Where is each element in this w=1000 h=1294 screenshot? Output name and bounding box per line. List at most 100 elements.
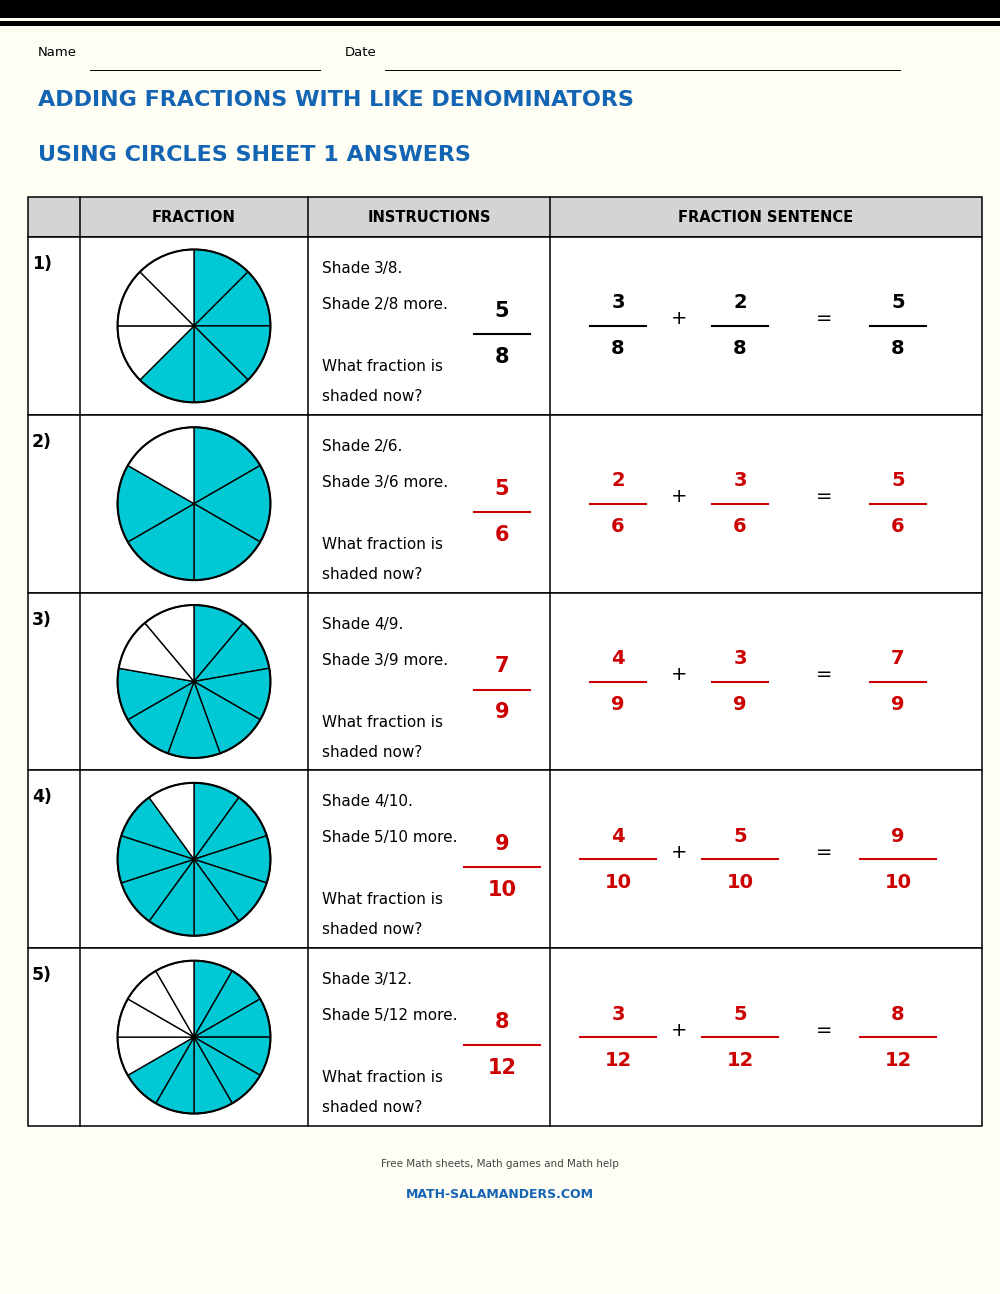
Text: USING CIRCLES SHEET 1 ANSWERS: USING CIRCLES SHEET 1 ANSWERS: [38, 145, 471, 166]
Text: 6: 6: [611, 518, 625, 536]
Wedge shape: [128, 503, 194, 580]
Text: 3/6 more.: 3/6 more.: [374, 475, 448, 490]
Text: 5): 5): [32, 967, 52, 985]
Text: shaded now?: shaded now?: [322, 567, 422, 582]
Text: +: +: [671, 1021, 687, 1039]
Bar: [0, 21, 1000, 26]
Text: What fraction is: What fraction is: [322, 358, 443, 374]
Wedge shape: [121, 797, 194, 859]
Wedge shape: [194, 272, 270, 326]
Text: =: =: [816, 665, 832, 685]
Wedge shape: [194, 970, 260, 1036]
Text: Shade: Shade: [322, 972, 375, 987]
Text: 8: 8: [891, 339, 905, 358]
Wedge shape: [118, 668, 194, 719]
Wedge shape: [194, 836, 270, 883]
Wedge shape: [156, 960, 194, 1036]
Text: 6: 6: [733, 518, 747, 536]
Text: 3/12.: 3/12.: [374, 972, 413, 987]
Wedge shape: [121, 859, 194, 921]
Text: 3): 3): [32, 611, 52, 629]
Text: shaded now?: shaded now?: [322, 744, 422, 760]
Text: 5: 5: [891, 471, 905, 490]
Bar: [0, 0, 1000, 18]
Text: =: =: [816, 842, 832, 862]
Wedge shape: [194, 797, 267, 859]
Text: 2/6.: 2/6.: [374, 439, 403, 454]
Text: =: =: [816, 1021, 832, 1039]
Wedge shape: [119, 622, 194, 682]
Text: Shade: Shade: [322, 1008, 375, 1024]
Text: 8: 8: [495, 1012, 509, 1033]
Text: 9: 9: [891, 827, 905, 846]
Bar: [28, 415, 982, 593]
Text: +: +: [671, 842, 687, 862]
Text: 5: 5: [733, 827, 747, 846]
Wedge shape: [168, 682, 220, 758]
Text: 8: 8: [495, 347, 509, 367]
Text: 8: 8: [891, 1004, 905, 1024]
Wedge shape: [194, 427, 260, 503]
Wedge shape: [194, 466, 270, 542]
Wedge shape: [194, 622, 269, 682]
Wedge shape: [128, 970, 194, 1036]
Wedge shape: [194, 250, 248, 326]
Text: What fraction is: What fraction is: [322, 1070, 443, 1086]
Text: 2: 2: [733, 294, 747, 312]
Text: What fraction is: What fraction is: [322, 537, 443, 551]
Text: Shade: Shade: [322, 475, 375, 490]
Text: 5: 5: [891, 294, 905, 312]
Bar: [28, 949, 982, 1126]
Text: 8: 8: [733, 339, 747, 358]
Wedge shape: [140, 326, 194, 402]
Text: 12: 12: [487, 1058, 516, 1078]
Text: What fraction is: What fraction is: [322, 893, 443, 907]
Text: 7: 7: [891, 650, 905, 668]
Wedge shape: [128, 682, 194, 753]
Text: 3/9 more.: 3/9 more.: [374, 652, 448, 668]
Text: 2: 2: [611, 471, 625, 490]
Text: 3/8.: 3/8.: [374, 261, 403, 276]
Text: Shade: Shade: [322, 261, 375, 276]
Text: 4: 4: [611, 827, 625, 846]
Wedge shape: [118, 466, 194, 542]
Text: 3: 3: [611, 1004, 625, 1024]
Wedge shape: [128, 1036, 194, 1104]
Text: Shade: Shade: [322, 831, 375, 845]
Text: 3: 3: [733, 650, 747, 668]
Text: 8: 8: [611, 339, 625, 358]
Text: 9: 9: [611, 695, 625, 714]
Text: 4: 4: [611, 650, 625, 668]
Wedge shape: [145, 606, 194, 682]
Text: 9: 9: [495, 703, 509, 722]
Bar: [28, 593, 982, 770]
Wedge shape: [118, 836, 194, 883]
Text: +: +: [671, 488, 687, 506]
Wedge shape: [194, 1036, 232, 1114]
Text: 7: 7: [495, 656, 509, 677]
Text: Shade: Shade: [322, 298, 375, 312]
Wedge shape: [194, 606, 243, 682]
Text: 4/9.: 4/9.: [374, 617, 403, 631]
Wedge shape: [194, 682, 260, 753]
Text: 3: 3: [733, 471, 747, 490]
Text: 10: 10: [885, 872, 912, 892]
Text: 12: 12: [884, 1051, 912, 1070]
Text: 10: 10: [726, 872, 754, 892]
Text: INSTRUCTIONS: INSTRUCTIONS: [367, 210, 491, 224]
Text: shaded now?: shaded now?: [322, 1100, 422, 1115]
Wedge shape: [194, 503, 260, 580]
Text: 5: 5: [495, 479, 509, 498]
Text: 9: 9: [495, 835, 509, 854]
Text: 5/12 more.: 5/12 more.: [374, 1008, 458, 1024]
Bar: [28, 197, 982, 237]
Wedge shape: [194, 783, 239, 859]
Text: 2): 2): [32, 432, 52, 450]
Text: 5/10 more.: 5/10 more.: [374, 831, 458, 845]
Bar: [28, 237, 982, 415]
Text: Shade: Shade: [322, 439, 375, 454]
Text: ADDING FRACTIONS WITH LIKE DENOMINATORS: ADDING FRACTIONS WITH LIKE DENOMINATORS: [38, 91, 634, 110]
Wedge shape: [118, 1036, 194, 1075]
Text: 6: 6: [495, 524, 509, 545]
Wedge shape: [194, 999, 270, 1036]
